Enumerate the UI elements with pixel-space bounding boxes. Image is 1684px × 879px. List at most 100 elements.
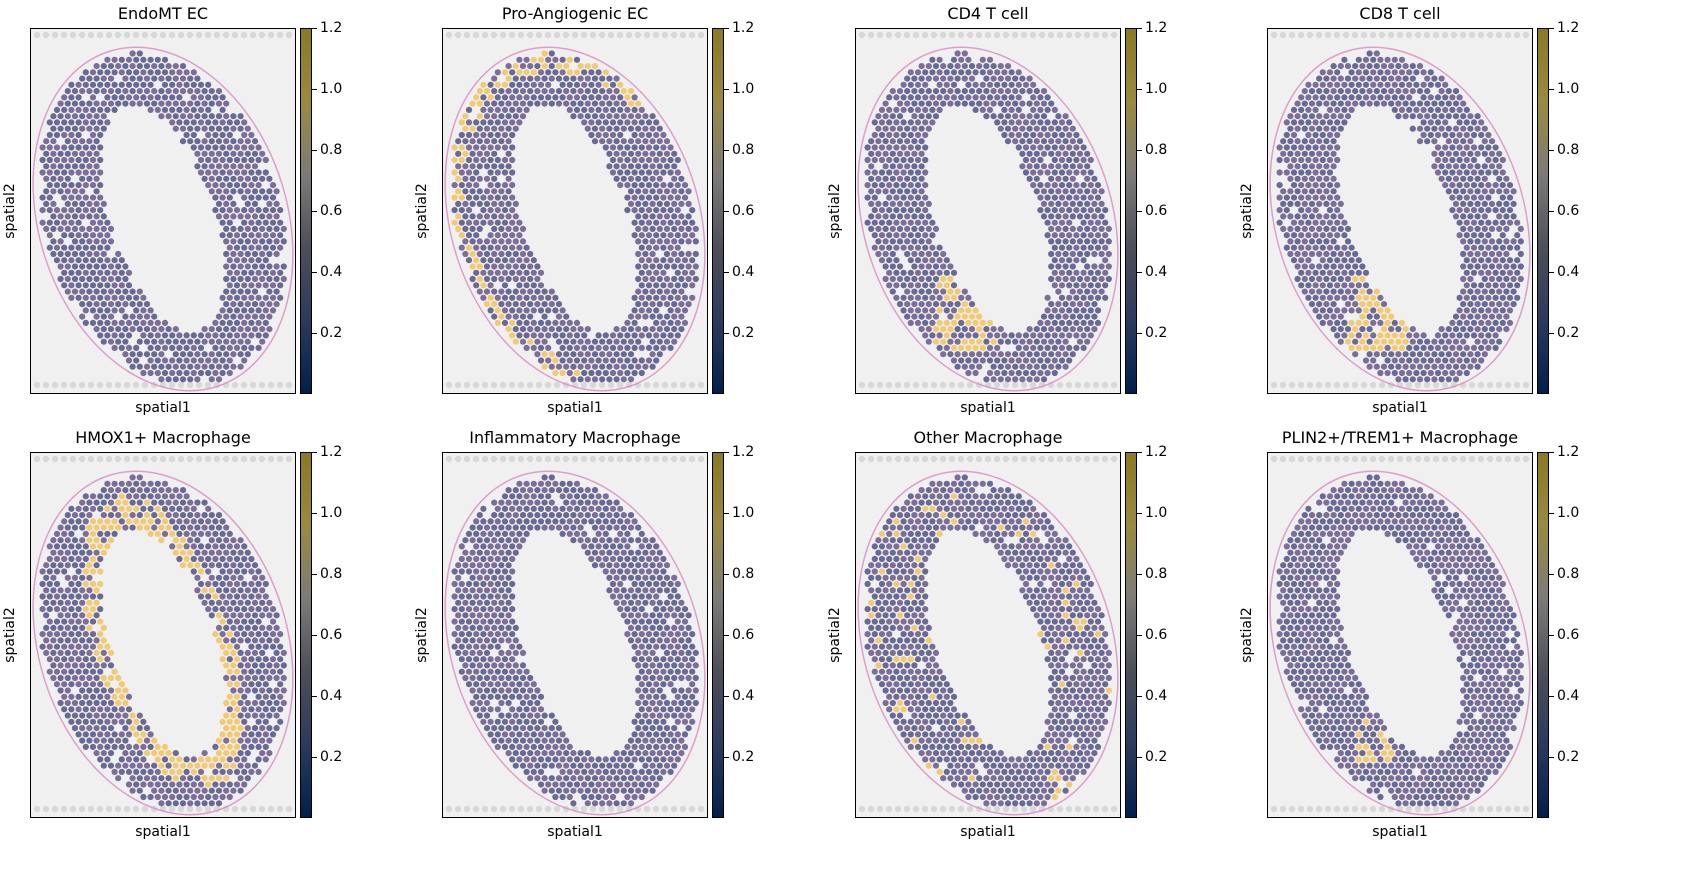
spot	[1344, 113, 1352, 120]
spot	[248, 631, 255, 638]
spot	[1366, 288, 1373, 295]
spot	[43, 624, 50, 631]
spot	[487, 106, 494, 113]
spot	[172, 750, 179, 757]
spot	[476, 225, 483, 232]
spot	[1087, 207, 1094, 214]
spot	[1334, 106, 1341, 113]
spot	[1037, 119, 1044, 126]
spot	[1481, 225, 1488, 232]
background-spot	[688, 381, 696, 389]
spot	[1022, 369, 1030, 377]
spot	[118, 307, 125, 314]
spot	[86, 674, 93, 682]
background-spot	[499, 381, 507, 389]
background-spot	[276, 31, 284, 39]
spot	[82, 731, 89, 738]
spot	[273, 250, 280, 258]
spot	[248, 232, 255, 239]
spot	[233, 169, 241, 176]
spot	[190, 106, 197, 113]
spot	[584, 326, 591, 333]
spot	[241, 357, 248, 364]
spot	[269, 731, 277, 738]
spot	[244, 301, 251, 308]
spot	[911, 188, 918, 195]
spot	[140, 332, 147, 339]
spot	[237, 762, 244, 769]
spot	[1084, 326, 1091, 333]
spot	[241, 282, 248, 289]
spot	[64, 712, 71, 719]
background-spot	[1110, 31, 1118, 39]
spot	[215, 537, 223, 544]
spot	[259, 150, 266, 157]
spot	[656, 275, 663, 283]
spot	[104, 106, 111, 113]
spot	[100, 725, 107, 732]
spot	[223, 326, 230, 333]
spot	[907, 156, 914, 164]
spot	[617, 144, 624, 151]
spot	[1040, 138, 1048, 145]
spot	[118, 731, 125, 738]
spot	[465, 169, 473, 176]
spot	[208, 512, 215, 519]
spot	[947, 313, 954, 320]
spot	[638, 332, 645, 339]
spot	[1026, 88, 1033, 95]
spot	[1352, 100, 1359, 107]
spot	[1051, 182, 1058, 189]
spot	[1478, 131, 1485, 139]
spot	[259, 662, 266, 669]
spot	[656, 238, 663, 245]
background-spot	[984, 31, 992, 39]
spot	[237, 574, 244, 581]
spot	[93, 674, 100, 682]
spot	[122, 725, 129, 732]
spot	[1048, 363, 1055, 370]
spot	[215, 326, 223, 333]
background-spot	[1083, 381, 1091, 389]
spot	[154, 493, 161, 500]
spot	[1517, 263, 1524, 270]
spot	[244, 326, 251, 333]
spot	[541, 301, 548, 308]
spot	[1420, 106, 1427, 113]
spot	[57, 537, 64, 544]
spot	[476, 113, 483, 120]
spot	[1445, 113, 1452, 120]
spot	[237, 549, 244, 556]
spot	[1416, 88, 1424, 95]
spot	[251, 674, 259, 682]
background-spot	[42, 805, 50, 813]
spot	[248, 257, 255, 264]
spot	[509, 131, 516, 139]
spot	[1012, 88, 1019, 95]
spot	[606, 338, 613, 345]
spot	[1355, 81, 1362, 88]
spot	[1492, 307, 1499, 314]
spot	[194, 125, 201, 132]
spot	[223, 313, 230, 320]
spot	[1280, 188, 1287, 195]
spot	[107, 63, 115, 70]
spot	[681, 282, 689, 289]
spot	[638, 357, 645, 364]
spot	[53, 257, 61, 264]
spot	[1316, 163, 1323, 170]
spot	[671, 288, 678, 295]
spot	[1456, 182, 1463, 189]
spot	[1445, 351, 1452, 358]
background-spot	[993, 31, 1001, 39]
spot	[280, 662, 287, 669]
spot	[129, 474, 136, 481]
spot	[469, 275, 476, 283]
spot	[248, 207, 255, 214]
spot	[226, 631, 233, 638]
spot	[86, 225, 93, 232]
spot	[635, 138, 642, 145]
spot	[505, 275, 512, 283]
spot	[68, 131, 75, 139]
spot	[255, 756, 262, 763]
